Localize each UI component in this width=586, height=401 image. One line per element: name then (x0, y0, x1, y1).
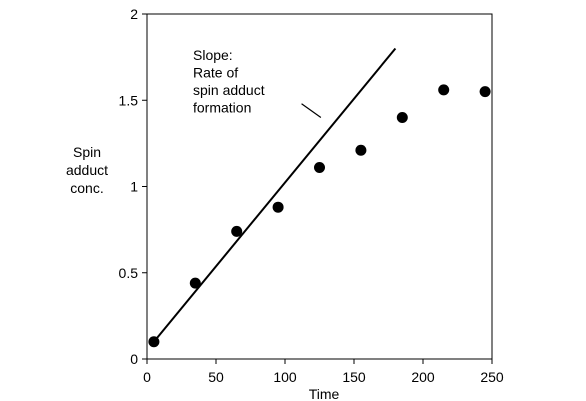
y-tick-label: 1.5 (119, 92, 139, 108)
y-axis-label-line-2: adduct (66, 162, 108, 178)
annotation-text-line: Slope: (193, 47, 233, 63)
data-point (148, 336, 160, 348)
data-point (272, 201, 284, 213)
x-tick-label: 50 (208, 369, 224, 385)
y-tick-label: 0 (130, 351, 138, 367)
y-axis-tick-labels: 0 0.5 1 1.5 2 (119, 6, 139, 367)
slope-line-group (153, 47, 397, 343)
x-tick-label: 150 (342, 369, 366, 385)
x-axis-tick-labels: 0 50 100 150 200 250 (143, 369, 504, 385)
data-point (355, 144, 367, 156)
data-point (438, 84, 450, 96)
data-point (314, 162, 325, 174)
x-axis-ticks (146, 359, 493, 364)
y-tick-label: 1 (130, 179, 138, 195)
x-tick-label: 100 (273, 369, 297, 385)
x-axis-label: Time (309, 386, 340, 401)
data-point (396, 112, 408, 123)
data-point (479, 86, 491, 98)
data-point (189, 277, 201, 289)
data-point (231, 225, 243, 237)
annotation-text-line: formation (193, 100, 251, 116)
y-axis-label-line-3: conc. (70, 180, 103, 196)
annotation-pointer (301, 103, 322, 118)
x-tick-label: 200 (411, 369, 435, 385)
slope-line (153, 47, 397, 343)
x-tick-label: 0 (143, 369, 151, 385)
x-tick-label: 250 (480, 369, 504, 385)
annotation-text-line: Rate of (193, 65, 238, 81)
y-axis-ticks (142, 13, 147, 360)
data-points (148, 84, 491, 348)
y-tick-label: 0.5 (119, 265, 139, 281)
y-tick-label: 2 (130, 6, 138, 22)
y-axis-label-line-1: Spin (73, 144, 101, 160)
annotation-text-line: spin adduct (193, 82, 265, 98)
